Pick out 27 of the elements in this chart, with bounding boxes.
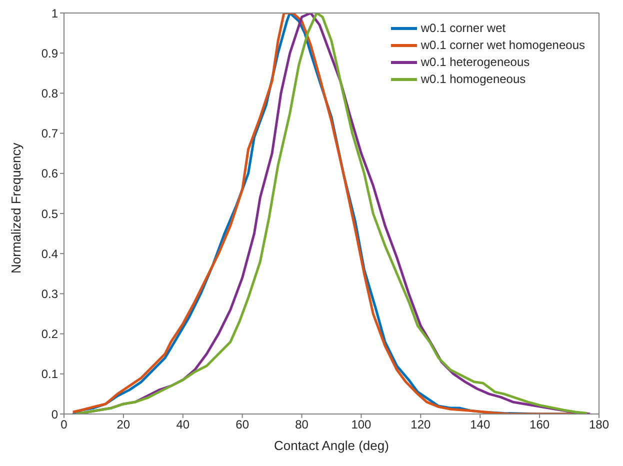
x-axis-title: Contact Angle (deg) [274,438,389,453]
x-tick-label: 160 [530,418,550,432]
x-tick-label: 40 [176,418,190,432]
x-tick-label: 20 [116,418,130,432]
y-tick-label: 0.6 [41,166,58,181]
y-tick-label: 0.5 [41,206,58,221]
legend-label: w0.1 corner wet [420,20,506,37]
x-tick-label: 60 [236,418,250,432]
x-tick-label: 80 [295,418,309,432]
y-tick-label: 0.9 [41,46,58,60]
y-tick-label: 0.2 [41,327,58,342]
y-tick-label: 0.3 [41,286,58,301]
y-tick-label: 1 [51,6,58,20]
x-tick-label: 140 [470,418,490,432]
legend-label: w0.1 homogeneous [420,71,526,88]
legend-label: w0.1 heterogeneous [420,54,530,71]
y-tick-label: 0.7 [41,126,58,141]
y-tick-label: 0.8 [41,86,58,100]
y-axis-title: Normalized Frequency [8,142,24,274]
x-tick-label: 180 [588,418,610,432]
x-tick-label: 0 [60,418,68,432]
legend-label: w0.1 corner wet homogeneous [420,37,585,54]
x-tick-label: 100 [351,418,372,432]
x-tick-label: 120 [410,418,431,432]
y-tick-label: 0 [51,407,58,422]
y-tick-label: 0.1 [41,367,58,382]
y-tick-label: 0.4 [41,246,58,261]
